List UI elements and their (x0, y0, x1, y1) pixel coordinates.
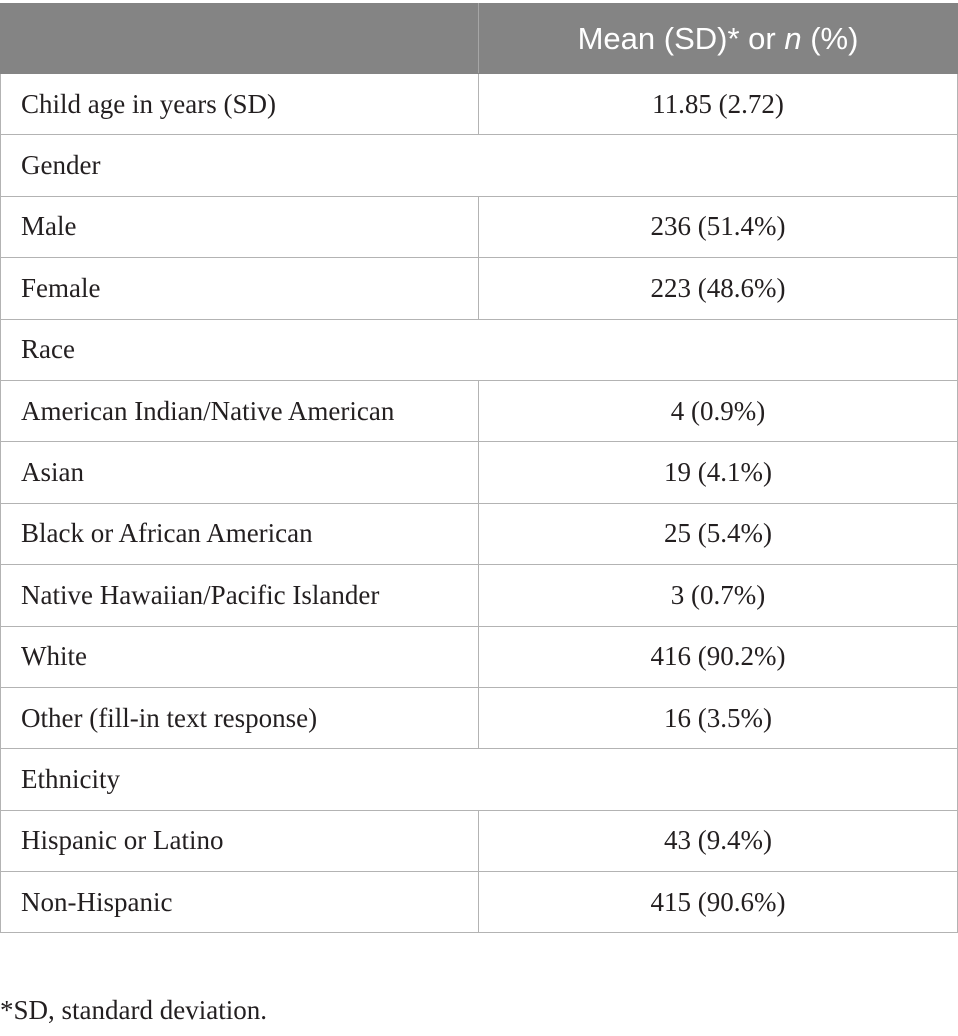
table-header: Mean (SD)* or n (%) (0, 3, 958, 74)
section-row: Race (0, 318, 958, 381)
row-value: 415 (90.6%) (478, 871, 958, 934)
table-row: Asian 19 (4.1%) (0, 441, 958, 504)
row-label: American Indian/Native American (0, 379, 479, 443)
section-label: Race (0, 318, 958, 381)
row-value: 4 (0.9%) (478, 379, 958, 443)
row-value: 416 (90.2%) (478, 625, 958, 688)
row-value: 223 (48.6%) (478, 257, 958, 320)
table-row: Child age in years (SD) 11.85 (2.72) (0, 72, 958, 136)
row-value: 3 (0.7%) (478, 564, 958, 627)
section-label: Gender (0, 134, 958, 197)
table-row: Male 236 (51.4%) (0, 195, 958, 259)
table-row: American Indian/Native American 4 (0.9%) (0, 379, 958, 443)
table-row: White 416 (90.2%) (0, 625, 958, 688)
header-mean-sd-cell: Mean (SD)* or n (%) (478, 3, 958, 74)
row-label: Non-Hispanic (0, 871, 479, 934)
section-row: Gender (0, 134, 958, 197)
row-label: Hispanic or Latino (0, 809, 479, 873)
row-label: White (0, 625, 479, 688)
table-row: Native Hawaiian/Pacific Islander 3 (0.7%… (0, 564, 958, 627)
row-label: Black or African American (0, 502, 479, 566)
table-row: Other (fill-in text response) 16 (3.5%) (0, 686, 958, 750)
demographics-table: Mean (SD)* or n (%) Child age in years (… (0, 3, 958, 934)
row-value: 16 (3.5%) (478, 686, 958, 750)
row-label: Other (fill-in text response) (0, 686, 479, 750)
table-footnote: *SD, standard deviation. (0, 995, 267, 1025)
row-label: Native Hawaiian/Pacific Islander (0, 564, 479, 627)
table-body: Child age in years (SD) 11.85 (2.72) Gen… (0, 72, 958, 934)
row-value: 43 (9.4%) (478, 809, 958, 873)
row-value: 25 (5.4%) (478, 502, 958, 566)
row-label: Male (0, 195, 479, 259)
table-row: Black or African American 25 (5.4%) (0, 502, 958, 566)
row-label: Asian (0, 441, 479, 504)
table-row: Non-Hispanic 415 (90.6%) (0, 871, 958, 934)
header-percent-text: (%) (801, 20, 859, 56)
row-value: 11.85 (2.72) (478, 72, 958, 136)
row-label: Female (0, 257, 479, 320)
row-label: Child age in years (SD) (0, 72, 479, 136)
table-row: Female 223 (48.6%) (0, 257, 958, 320)
row-value: 236 (51.4%) (478, 195, 958, 259)
table-row: Hispanic or Latino 43 (9.4%) (0, 809, 958, 873)
header-mean-sd-text: Mean (SD)* or (577, 20, 785, 56)
row-value: 19 (4.1%) (478, 441, 958, 504)
header-n-italic: n (784, 20, 802, 56)
header-row: Mean (SD)* or n (%) (0, 3, 958, 74)
section-row: Ethnicity (0, 748, 958, 811)
header-characteristic-cell (0, 3, 479, 74)
section-label: Ethnicity (0, 748, 958, 811)
